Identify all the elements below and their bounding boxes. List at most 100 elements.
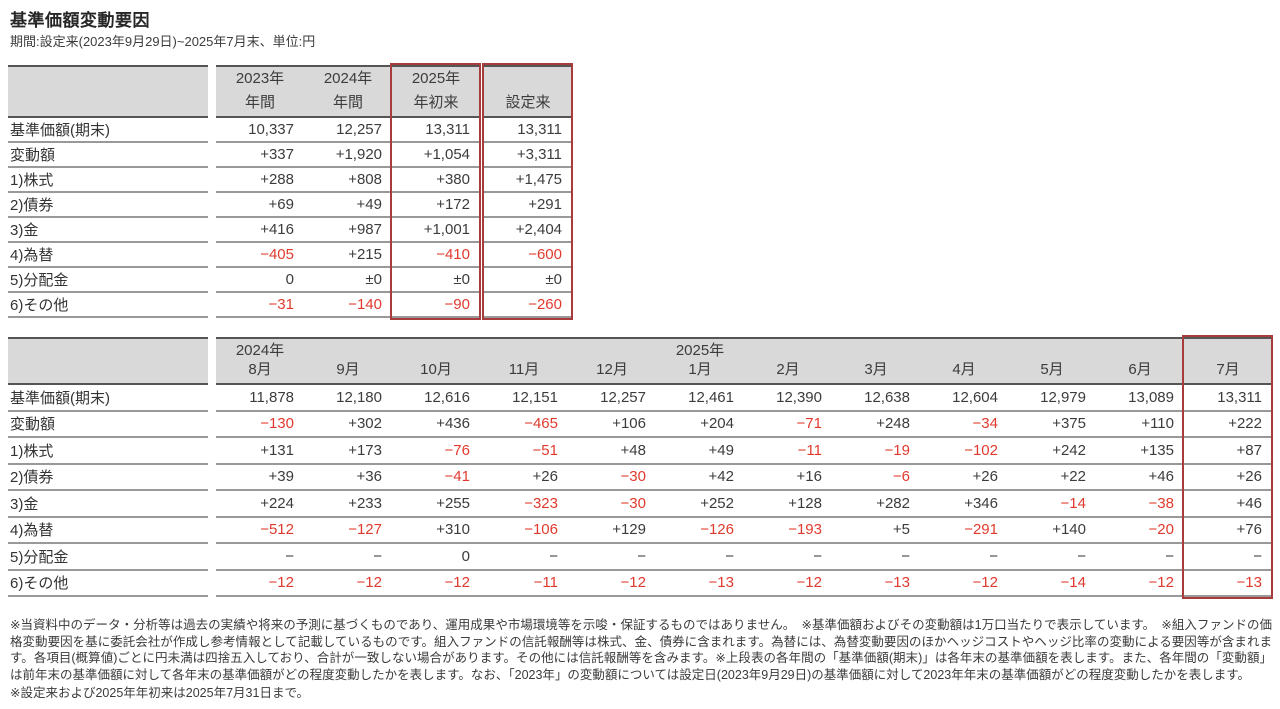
value-cell: 12,257 [304, 118, 392, 143]
table-row: 5)分配金 − −0− − − − − − − − − [8, 544, 1272, 571]
value-cell: −41 [392, 465, 480, 491]
value-cell: +36 [304, 465, 392, 491]
column-header: 12月 [568, 337, 656, 385]
value-cell: −13 [656, 571, 744, 597]
table-row: 5)分配金 0 ±0 ±0 ±0 [8, 268, 572, 293]
row-label: 2)債券 [8, 193, 208, 218]
column-header: 2024年 8月 [216, 337, 304, 385]
column-header: 2025年 1月 [656, 337, 744, 385]
value-cell: − [1008, 544, 1096, 571]
column-gap [208, 337, 216, 385]
value-cell: +252 [656, 491, 744, 518]
column-header-line2: 4月 [952, 361, 976, 378]
footnote-last-line: ※設定来および2025年年初来は2025年7月31日まで。 [10, 686, 309, 700]
value-cell: − [480, 544, 568, 571]
table-row: 3)金 +416 +987 +1,001 +2,404 [8, 218, 572, 243]
value-cell: −34 [920, 412, 1008, 438]
column-gap [208, 65, 216, 118]
value-cell: −410 [392, 243, 480, 268]
column-header-line2: 設定来 [505, 94, 551, 111]
column-header-line2: 9月 [336, 361, 360, 378]
value-cell: −102 [920, 438, 1008, 465]
value-cell: +436 [392, 412, 480, 438]
column-header: 5月 [1008, 337, 1096, 385]
value-cell: +380 [392, 168, 480, 193]
value-cell: −90 [392, 293, 480, 318]
table-row: 1)株式 +131 +173 −76 −51 +48 +49 −11 −19 −102 +242 +1… [8, 438, 1272, 465]
value-cell: − [1184, 544, 1272, 571]
yearly-table-grid: 2023年 年間 2024年 年間 2025年 年初来 設定来 基準価額(期末) 10,337 1… [8, 65, 572, 318]
value-cell: +346 [920, 491, 1008, 518]
row-label: 4)為替 [8, 243, 208, 268]
column-header-line2: 2月 [776, 361, 800, 378]
column-header-line1: 2025年 [675, 342, 725, 359]
value-cell: −30 [568, 491, 656, 518]
column-gap [208, 243, 216, 268]
column-gap [208, 465, 216, 492]
value-cell: −12 [304, 571, 392, 597]
column-header-line1: 2024年 [235, 342, 285, 359]
value-cell: − [744, 544, 832, 571]
value-cell: ±0 [304, 268, 392, 293]
value-cell: +16 [744, 465, 832, 491]
column-gap [208, 385, 216, 412]
value-cell: +135 [1096, 438, 1184, 465]
value-cell: +129 [568, 518, 656, 544]
table-row: 変動額 −130 +302 +436 −465 +106 +204 −71 +248 −34 +37… [8, 412, 1272, 439]
value-cell: 12,604 [920, 385, 1008, 412]
column-header-line2: 8月 [248, 361, 272, 378]
value-cell: −127 [304, 518, 392, 544]
value-cell: 13,311 [484, 118, 572, 143]
value-cell: −193 [744, 518, 832, 544]
value-cell: +49 [656, 438, 744, 465]
value-cell: +416 [216, 218, 304, 243]
monthly-table: 2024年 8月 9月 10月 11月 12月 2025年 1月 2月 3月 4月 5月 6月 7月 基準価… [8, 335, 1273, 599]
column-gap [208, 544, 216, 571]
page-title: 基準価額変動要因 [10, 11, 150, 30]
value-cell: − [216, 544, 304, 571]
value-cell: −6 [832, 465, 920, 491]
value-cell: +375 [1008, 412, 1096, 438]
value-cell: +224 [216, 491, 304, 518]
row-label: 6)その他 [8, 293, 208, 318]
value-cell: +2,404 [484, 218, 572, 243]
value-cell: −106 [480, 518, 568, 544]
value-cell: −76 [392, 438, 480, 465]
value-cell: 12,616 [392, 385, 480, 412]
column-header: 2024年 年間 [304, 65, 392, 118]
column-header: 10月 [392, 337, 480, 385]
value-cell: −130 [216, 412, 304, 438]
value-cell: +22 [1008, 465, 1096, 491]
table-row: 変動額 +337 +1,920 +1,054 +3,311 [8, 143, 572, 168]
value-cell: +282 [832, 491, 920, 518]
column-header: 2025年 年初来 [392, 65, 480, 118]
value-cell: +140 [1008, 518, 1096, 544]
value-cell: +248 [832, 412, 920, 438]
header-row: 2023年 年間 2024年 年間 2025年 年初来設定来 [8, 65, 572, 118]
value-cell: −13 [832, 571, 920, 597]
column-header-line1: 2023年 [235, 70, 285, 87]
value-cell: +808 [304, 168, 392, 193]
value-cell: +310 [392, 518, 480, 544]
column-header: 2023年 年間 [216, 65, 304, 118]
column-header: 6月 [1096, 337, 1184, 385]
value-cell: +110 [1096, 412, 1184, 438]
value-cell: −260 [484, 293, 572, 318]
row-label: 4)為替 [8, 518, 208, 544]
value-cell: ±0 [484, 268, 572, 293]
value-cell: − [1096, 544, 1184, 571]
value-cell: −11 [480, 571, 568, 597]
value-cell: +1,054 [392, 143, 480, 168]
column-gap [208, 571, 216, 598]
column-gap [208, 491, 216, 518]
column-header: 2月 [744, 337, 832, 385]
column-gap [208, 412, 216, 439]
value-cell: −12 [568, 571, 656, 597]
value-cell: −126 [656, 518, 744, 544]
value-cell: +242 [1008, 438, 1096, 465]
column-header-line2: 3月 [864, 361, 888, 378]
row-label: 6)その他 [8, 571, 208, 597]
value-cell: +26 [1184, 465, 1272, 491]
column-header-line2: 10月 [420, 361, 452, 378]
value-cell: 13,089 [1096, 385, 1184, 412]
